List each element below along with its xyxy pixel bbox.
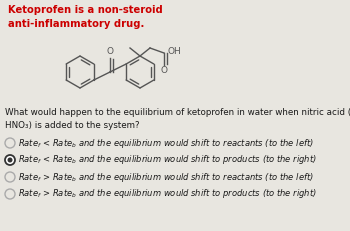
Circle shape — [5, 189, 15, 199]
Circle shape — [5, 155, 15, 165]
Text: Rate$_f$ > Rate$_b$ and the equilibrium would shift to reactants (to the left): Rate$_f$ > Rate$_b$ and the equilibrium … — [18, 170, 314, 183]
Text: O: O — [106, 47, 113, 56]
Circle shape — [5, 138, 15, 148]
Circle shape — [7, 158, 13, 162]
Text: What would happen to the equilibrium of ketoprofen in water when nitric acid (
H: What would happen to the equilibrium of … — [5, 108, 350, 130]
Text: O: O — [161, 66, 168, 75]
Circle shape — [5, 172, 15, 182]
Text: Rate$_f$ < Rate$_b$ and the equilibrium would shift to products (to the right): Rate$_f$ < Rate$_b$ and the equilibrium … — [18, 154, 317, 167]
Text: Ketoprofen is a non-steroid
anti-inflammatory drug.: Ketoprofen is a non-steroid anti-inflamm… — [8, 5, 163, 29]
Text: OH: OH — [167, 48, 181, 57]
Text: Rate$_f$ < Rate$_b$ and the equilibrium would shift to reactants (to the left): Rate$_f$ < Rate$_b$ and the equilibrium … — [18, 137, 314, 149]
Text: Rate$_f$ > Rate$_b$ and the equilibrium would shift to products (to the right): Rate$_f$ > Rate$_b$ and the equilibrium … — [18, 188, 317, 201]
